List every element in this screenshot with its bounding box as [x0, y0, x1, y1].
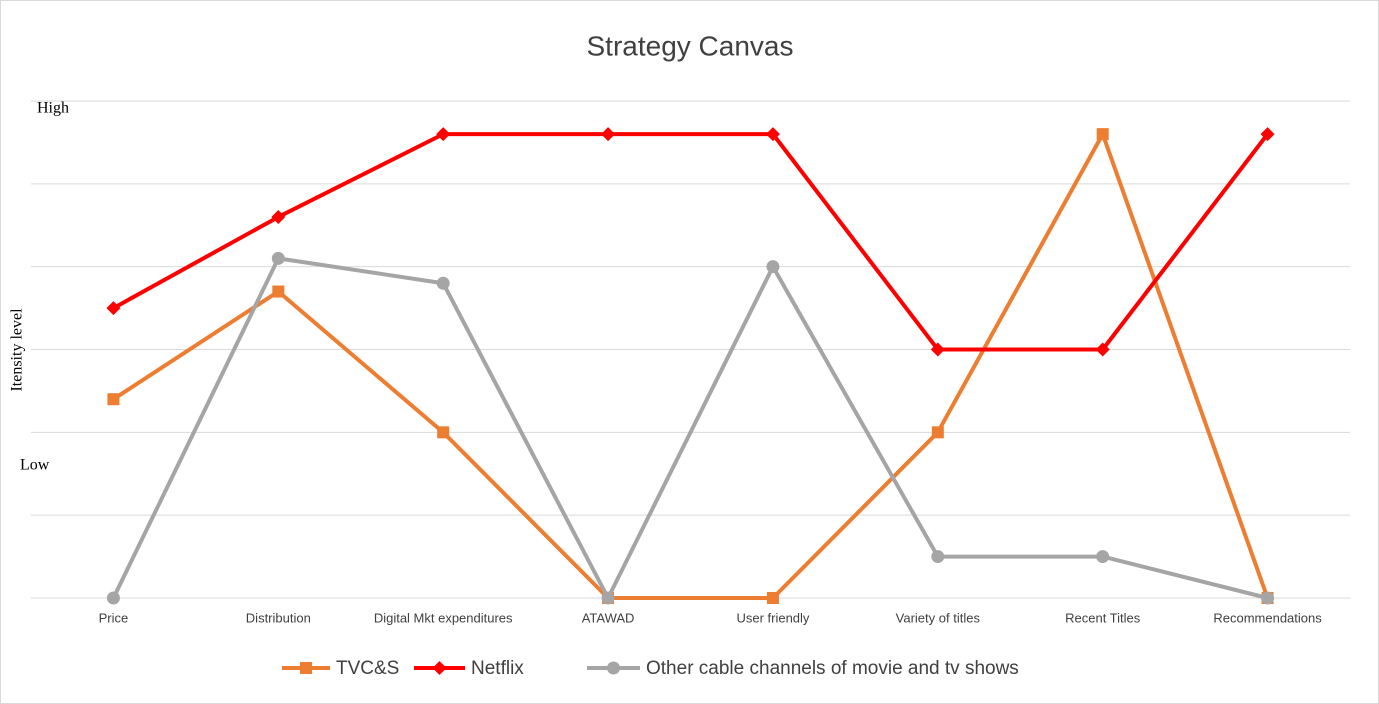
- marker: [437, 426, 450, 439]
- legend-label: Other cable channels of movie and tv sho…: [646, 658, 1019, 679]
- marker: [601, 591, 615, 605]
- marker: [271, 209, 286, 224]
- marker: [300, 662, 312, 674]
- marker: [765, 127, 780, 142]
- marker: [1096, 128, 1109, 141]
- marker: [271, 251, 285, 265]
- series-line: [111, 256, 1269, 600]
- marker: [931, 426, 944, 439]
- marker: [766, 592, 779, 604]
- marker: [931, 550, 945, 564]
- marker: [1260, 127, 1275, 142]
- marker: [107, 393, 120, 406]
- marker: [607, 661, 620, 675]
- x-tick-label: Variety of titles: [896, 610, 981, 625]
- marker: [1261, 591, 1275, 605]
- legend-label: TVC&S: [336, 658, 399, 679]
- marker: [432, 661, 447, 675]
- marker: [436, 276, 450, 290]
- chart-title: Strategy Canvas: [587, 30, 794, 61]
- marker: [1095, 342, 1110, 357]
- x-tick-label: User friendly: [736, 610, 809, 625]
- annotation: High: [37, 100, 69, 117]
- marker: [601, 127, 616, 142]
- x-tick-label: Recent Titles: [1065, 610, 1141, 625]
- x-tick-label: Recommendations: [1213, 610, 1322, 625]
- series-line: [112, 132, 1270, 352]
- marker: [272, 285, 285, 298]
- marker: [106, 591, 120, 605]
- marker: [766, 260, 780, 274]
- legend-label: Netflix: [471, 658, 524, 679]
- marker: [930, 342, 945, 357]
- marker: [1096, 550, 1110, 564]
- x-tick-label: Digital Mkt expenditures: [374, 610, 513, 625]
- x-tick-label: Distribution: [246, 610, 311, 625]
- marker: [436, 127, 451, 142]
- series-line: [112, 132, 1270, 600]
- x-tick-label: Price: [99, 610, 129, 625]
- marker: [106, 301, 121, 316]
- annotation: Low: [20, 457, 50, 474]
- x-tick-label: ATAWAD: [582, 610, 635, 625]
- y-axis-label: Itensity level: [9, 308, 26, 392]
